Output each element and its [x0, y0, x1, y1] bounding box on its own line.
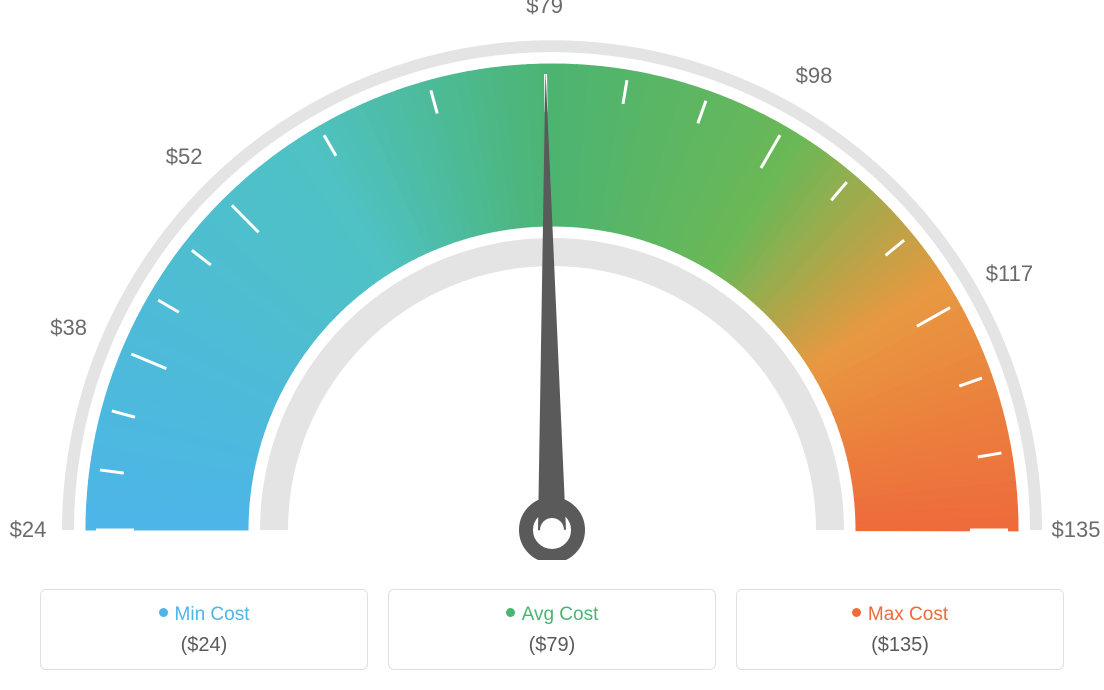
- legend-dot-icon: [852, 608, 861, 617]
- legend-box: Avg Cost ($79): [388, 589, 716, 670]
- legend-value: ($79): [399, 634, 705, 657]
- legend-title: Min Cost: [51, 604, 357, 626]
- legend-value: ($24): [51, 634, 357, 657]
- legend-box: Min Cost ($24): [40, 589, 368, 670]
- gauge-tick-label: $52: [166, 144, 203, 170]
- gauge-svg: [0, 0, 1104, 560]
- legend-row: Min Cost ($24) Avg Cost ($79) Max Cost ($135): [0, 589, 1104, 670]
- legend-label: Min Cost: [175, 604, 250, 625]
- legend-title: Max Cost: [747, 604, 1053, 626]
- legend-value: ($135): [747, 634, 1053, 657]
- gauge-tick-label: $117: [986, 261, 1033, 287]
- gauge-tick-label: $38: [50, 315, 87, 341]
- legend-dot-icon: [159, 608, 168, 617]
- gauge-tick-label: $24: [10, 517, 47, 543]
- legend-label: Avg Cost: [522, 604, 599, 625]
- gauge-chart-container: $24 $38 $52 $79 $98 $117 $135 Min Cost ($24) Avg…: [0, 0, 1104, 690]
- gauge-tick-label: $135: [1052, 517, 1101, 543]
- gauge-tick-label: $98: [796, 63, 833, 89]
- gauge-tick-label: $79: [526, 0, 563, 19]
- legend-title: Avg Cost: [399, 604, 705, 626]
- legend-dot-icon: [506, 608, 515, 617]
- legend-label: Max Cost: [868, 604, 948, 625]
- legend-box: Max Cost ($135): [736, 589, 1064, 670]
- gauge-area: $24 $38 $52 $79 $98 $117 $135: [0, 0, 1104, 560]
